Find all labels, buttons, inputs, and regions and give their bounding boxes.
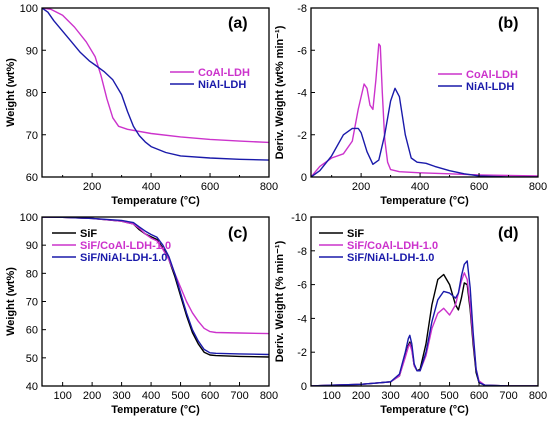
x-tick-label: 600 <box>470 181 488 193</box>
x-tick-label: 500 <box>171 390 189 402</box>
x-tick-label: 400 <box>142 181 160 193</box>
y-tick-label: 40 <box>26 381 38 393</box>
x-tick-label: 200 <box>352 390 370 402</box>
legend-entry: NiAl-LDH <box>466 81 514 93</box>
y-tick-label: -6 <box>297 45 307 57</box>
panel-label: (b) <box>498 15 518 32</box>
legend-entry: SiF/NiAl-LDH-1.0 <box>80 252 167 264</box>
legend-entry: NiAl-LDH <box>198 79 246 91</box>
y-tick-label: 50 <box>26 353 38 365</box>
panel-c: 100 200 300 400 500 600 700 800 40 50 60 70 80 90 100 T… <box>5 212 278 416</box>
panel-d: 100 200 300 400 500 600 700 800 0 -2 -4 -6 -8 -10 Temp… <box>274 212 547 416</box>
y-tick-label: 70 <box>26 297 38 309</box>
x-tick-label: 700 <box>499 390 517 402</box>
x-axis-title: Temperature (°C) <box>111 195 200 207</box>
x-tick-label: 300 <box>112 390 130 402</box>
legend-entry: SiF <box>80 228 97 240</box>
panel-b: 200 400 600 800 0 -2 -4 -6 -8 Temperature (°C) Der… <box>274 3 547 207</box>
y-axis-title: Weight (wt%) <box>5 267 17 336</box>
series-line-2 <box>311 87 538 177</box>
x-tick-label: 800 <box>529 181 547 193</box>
y-tick-label: 90 <box>26 45 38 57</box>
y-tick-label: 0 <box>301 172 307 184</box>
y-tick-label: -6 <box>297 280 307 292</box>
x-tick-label: 400 <box>411 181 429 193</box>
series-group <box>311 43 538 177</box>
x-tick-label: 700 <box>230 390 248 402</box>
panel-label: (a) <box>228 15 248 32</box>
series-group <box>42 217 269 358</box>
x-axis-title: Temperature (°C) <box>380 404 469 416</box>
legend-entry: SiF <box>347 228 364 240</box>
y-tick-label: 90 <box>26 240 38 252</box>
x-tick-label: 600 <box>470 390 488 402</box>
x-tick-label: 500 <box>440 390 458 402</box>
legend-entry: CoAl-LDH <box>198 67 250 79</box>
legend-entry: SiF/NiAl-LDH-1.0 <box>347 252 434 264</box>
y-tick-label: 100 <box>20 212 38 224</box>
y-axis-title: Weight (wt%) <box>5 58 17 127</box>
x-tick-label: 600 <box>201 390 219 402</box>
panel-label: (d) <box>498 225 518 242</box>
legend-entry: SiF/CoAl-LDH-1.0 <box>80 240 171 252</box>
plot-frame <box>310 216 539 387</box>
x-tick-label: 200 <box>83 390 101 402</box>
y-tick-label: 80 <box>26 88 38 100</box>
x-tick-label: 600 <box>201 181 219 193</box>
series-line-2 <box>42 217 269 335</box>
series-line-1 <box>311 43 538 177</box>
x-tick-label: 400 <box>411 390 429 402</box>
y-tick-label: -4 <box>297 88 307 100</box>
y-axis-title: Deriv. Weight (wt% min⁻¹) <box>274 25 286 159</box>
x-axis-title: Temperature (°C) <box>111 404 200 416</box>
y-tick-label: -4 <box>297 313 307 325</box>
y-tick-label: 80 <box>26 268 38 280</box>
series-group <box>311 260 538 386</box>
x-axis-title: Temperature (°C) <box>380 195 469 207</box>
y-tick-label: -10 <box>291 212 307 224</box>
legend-entry: SiF/CoAl-LDH-1.0 <box>347 240 438 252</box>
series-line-3 <box>311 260 538 386</box>
y-tick-label: -8 <box>297 246 307 258</box>
y-tick-label: -2 <box>297 130 307 142</box>
series-line-2 <box>42 8 269 161</box>
x-tick-label: 300 <box>381 390 399 402</box>
x-tick-label: 200 <box>352 181 370 193</box>
series-line-3 <box>42 217 269 356</box>
y-tick-label: 70 <box>26 130 38 142</box>
y-axis-title: Deriv. Weight (% min⁻¹) <box>274 240 286 362</box>
panel-label: (c) <box>228 225 248 242</box>
x-tick-label: 200 <box>83 181 101 193</box>
x-tick-label: 800 <box>260 181 278 193</box>
series-group <box>42 8 269 161</box>
x-tick-label: 800 <box>529 390 547 402</box>
y-tick-label: 60 <box>26 172 38 184</box>
y-tick-label: 60 <box>26 325 38 337</box>
series-line-1 <box>42 8 269 144</box>
x-tick-label: 800 <box>260 390 278 402</box>
panel-a: 200 400 600 800 60 70 80 90 100 Temperature (°C) W… <box>5 3 278 207</box>
x-tick-label: 100 <box>322 390 340 402</box>
y-tick-label: -2 <box>297 347 307 359</box>
x-tick-label: 100 <box>53 390 71 402</box>
y-tick-label: 0 <box>301 381 307 393</box>
y-tick-label: 100 <box>20 3 38 15</box>
y-tick-label: -8 <box>297 3 307 15</box>
legend-entry: CoAl-LDH <box>466 69 518 81</box>
x-tick-label: 400 <box>142 390 160 402</box>
